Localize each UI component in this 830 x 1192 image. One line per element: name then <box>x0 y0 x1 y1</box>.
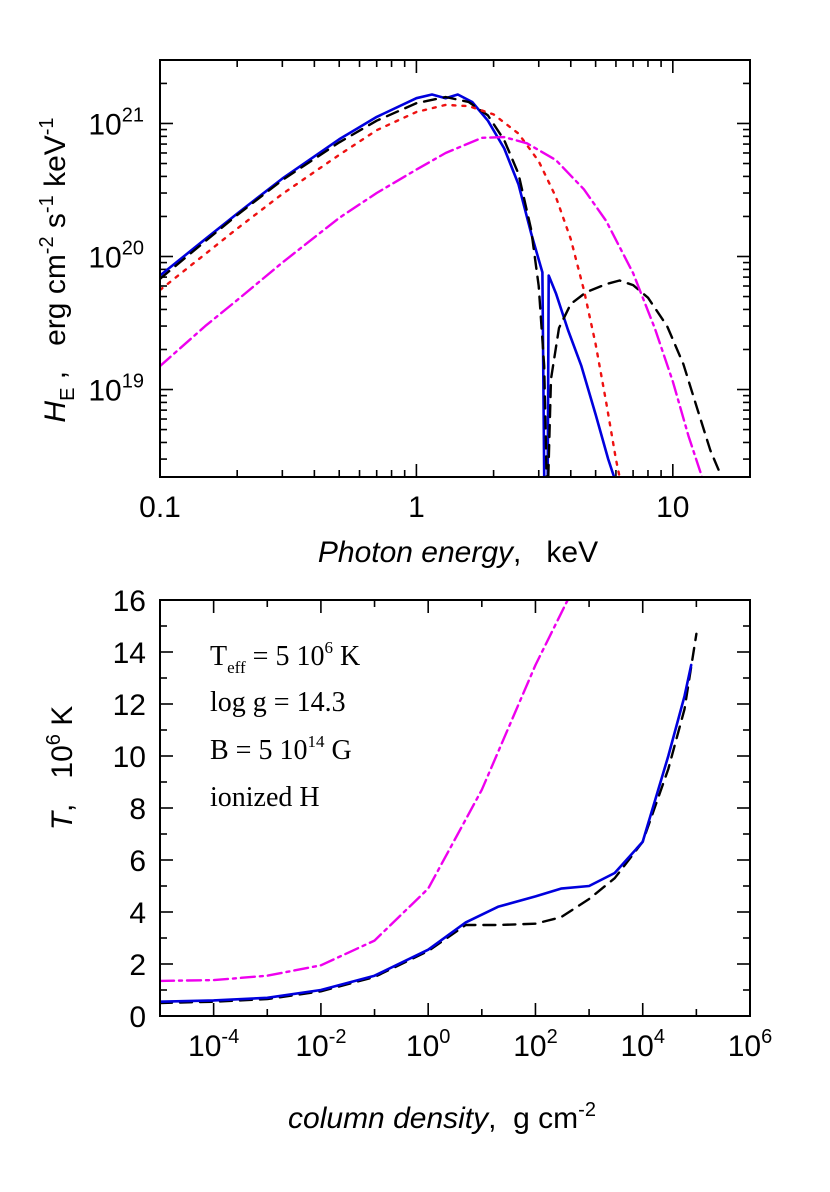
annotation-b-field: B = 5 1014 G <box>210 732 352 766</box>
annotation-composition: ionized H <box>210 782 320 813</box>
y-tick-label: 1019 <box>88 371 144 408</box>
temperature-tick-labels: 10-4 10-2 100 102 104 106 0 2 4 6 8 10 12 14 16 <box>113 585 773 1063</box>
top-series-line-0 <box>160 93 546 477</box>
spectrum-x-axis-title: Photon energy, keV <box>318 536 598 569</box>
x-tick-label: 102 <box>513 1026 558 1063</box>
temperature-y-axis-title: T, 106 K <box>43 706 79 831</box>
x-tick-label: 10 <box>656 491 689 524</box>
top-series-line-3 <box>547 279 723 477</box>
y-tick-label: 0 <box>129 1001 146 1034</box>
spectrum-series <box>160 93 723 477</box>
y-tick-label: 12 <box>113 689 146 722</box>
y-tick-label: 4 <box>129 897 146 930</box>
x-tick-label: 10-2 <box>295 1026 346 1063</box>
x-tick-label: 106 <box>728 1026 773 1063</box>
y-tick-label: 1020 <box>88 237 144 274</box>
top-series-line-5 <box>160 135 704 477</box>
x-tick-label: 1 <box>408 491 425 524</box>
top-series-line-2 <box>160 95 548 477</box>
y-tick-label: 14 <box>113 637 146 670</box>
y-tick-label: 8 <box>129 793 146 826</box>
x-tick-label: 0.1 <box>139 491 181 524</box>
temperature-plot-frame <box>159 599 751 1017</box>
bot-series-line-2 <box>160 663 693 1003</box>
temperature-series <box>160 600 698 1005</box>
top-series-line-4 <box>160 103 621 477</box>
y-tick-label: 2 <box>129 949 146 982</box>
spectrum-tick-labels: 0.1 1 10 1019 1020 1021 <box>88 104 689 524</box>
x-tick-label: 10-4 <box>188 1026 239 1063</box>
y-tick-label: 10 <box>113 741 146 774</box>
temperature-x-axis-title: column density, g cm-2 <box>288 1099 596 1135</box>
y-tick-label: 1021 <box>88 104 144 141</box>
spectrum-panel: 0.1 1 10 1019 1020 1021 Photon energy, keV HE… <box>36 59 751 569</box>
annotation-logg: log g = 14.3 <box>210 687 346 718</box>
x-tick-label: 104 <box>620 1026 665 1063</box>
top-series-line-1 <box>546 274 616 477</box>
annotation-teff: Teff = 5 106 K <box>210 638 360 677</box>
spectrum-y-axis-title: HE , erg cm-2 s-1 keV-1 <box>36 117 79 422</box>
spectrum-plot-frame <box>159 59 751 478</box>
spectrum-tick-marks <box>159 59 751 477</box>
temperature-panel: 10-4 10-2 100 102 104 106 0 2 4 6 8 10 12 14 16 Teff =… <box>43 585 772 1135</box>
parameter-annotation: Teff = 5 106 K log g = 14.3 B = 5 1014 G… <box>210 638 360 813</box>
y-tick-label: 16 <box>113 585 146 618</box>
bot-series-line-1 <box>160 632 698 1005</box>
y-tick-label: 6 <box>129 845 146 878</box>
x-tick-label: 100 <box>406 1026 451 1063</box>
bot-series-line-0 <box>160 600 569 983</box>
